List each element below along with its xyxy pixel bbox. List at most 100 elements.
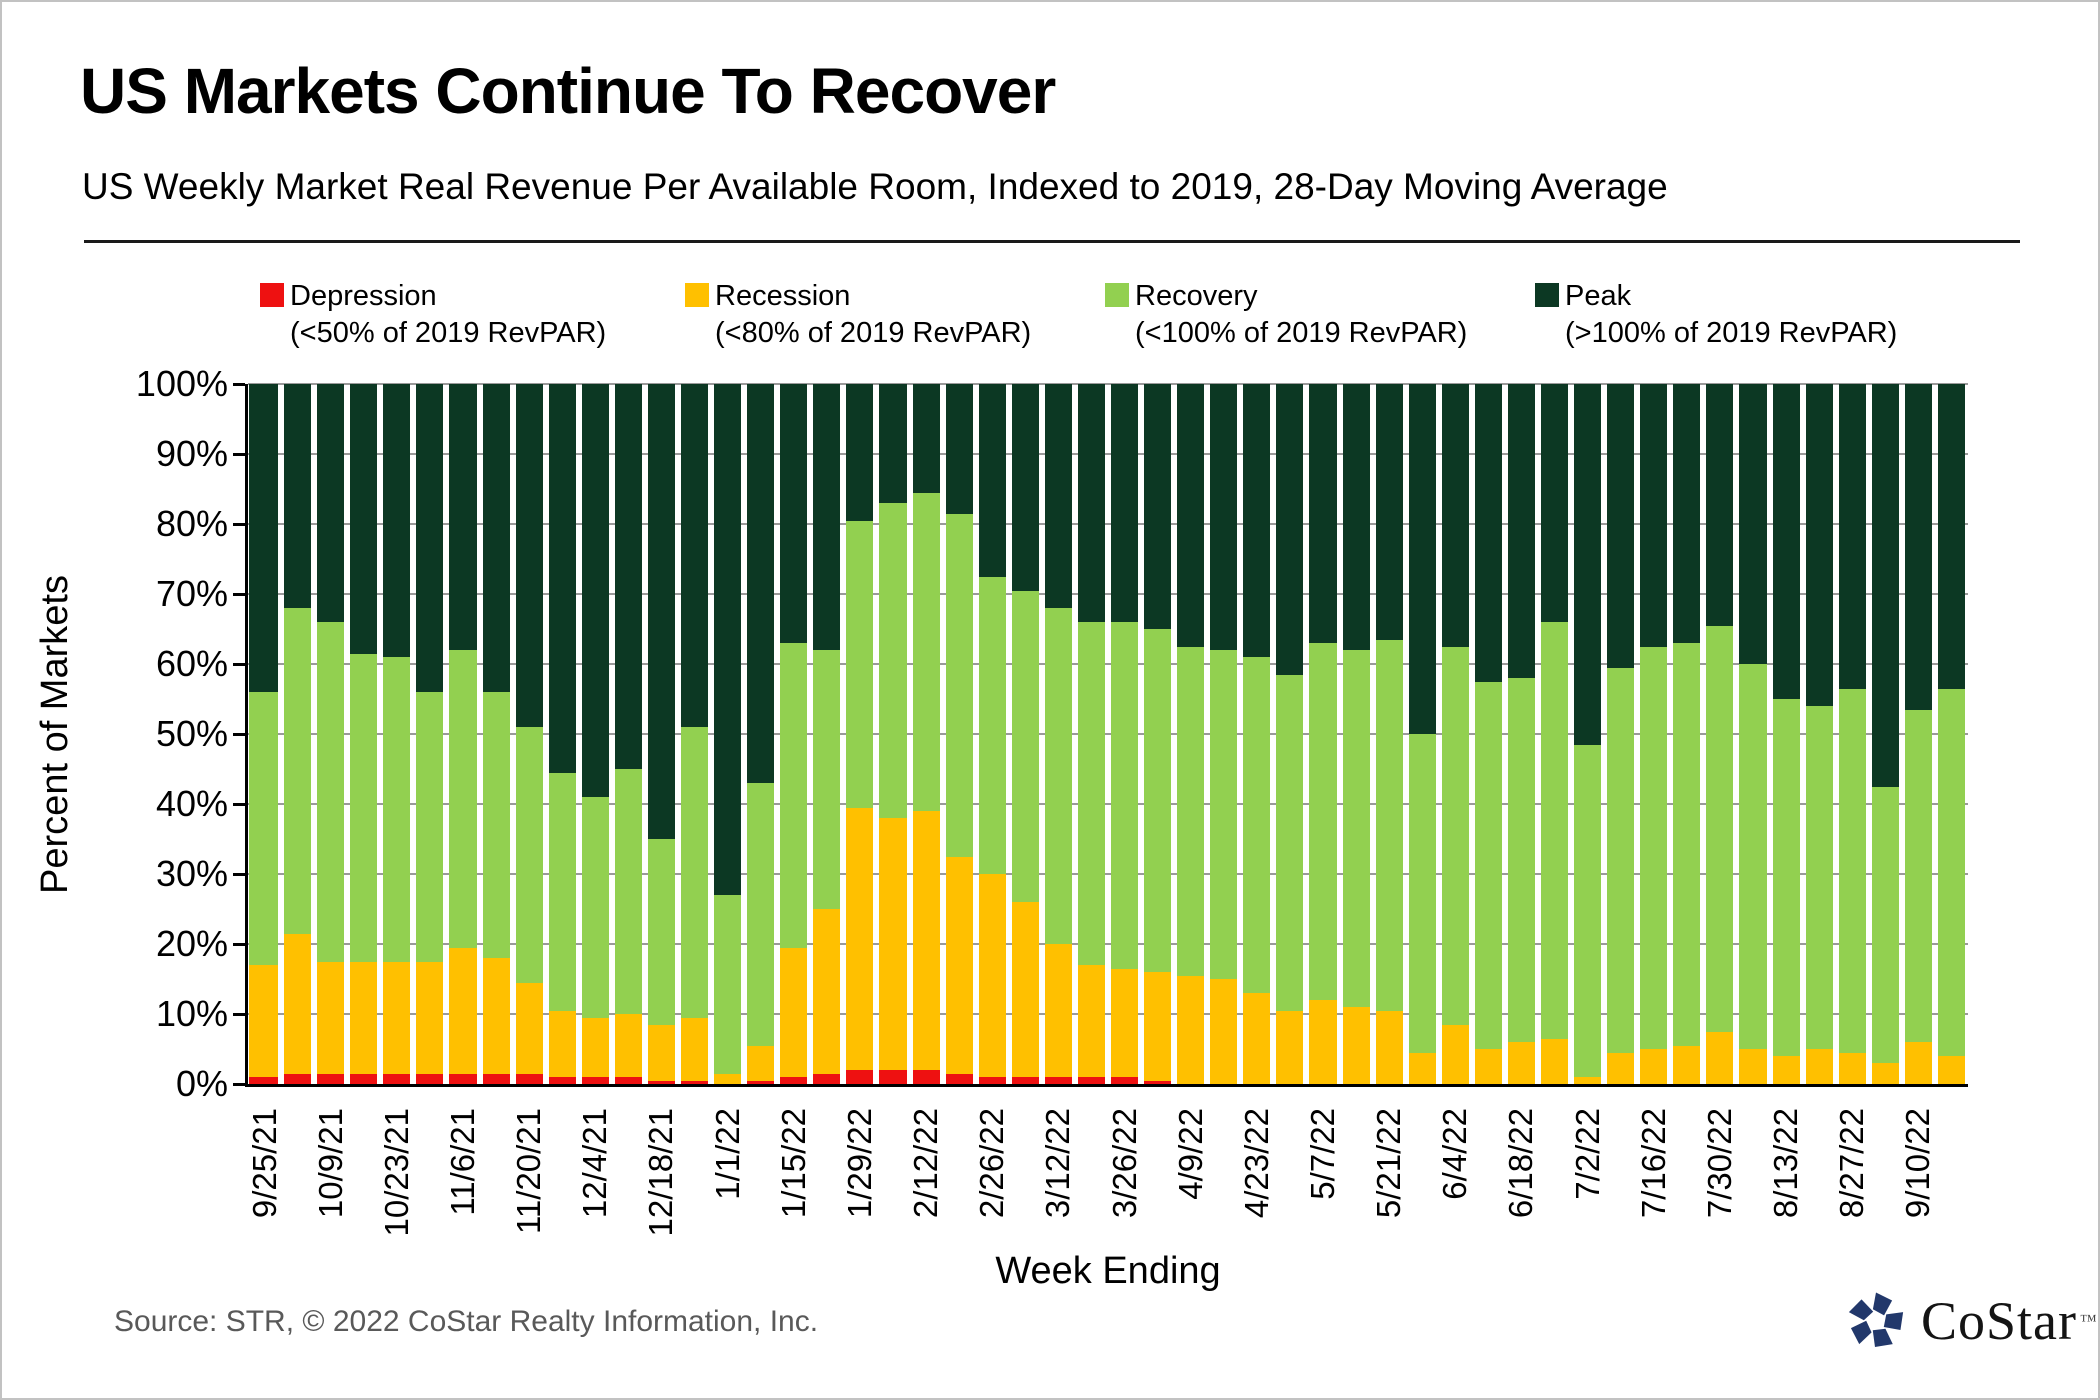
bar-12/25/21	[681, 384, 709, 1084]
depression-segment	[912, 1070, 940, 1084]
recession-segment	[350, 961, 378, 1074]
legend-item-recession: Recession (<80% of 2019 RevPAR)	[685, 278, 1031, 352]
recovery-segment	[1772, 699, 1800, 1056]
depression-swatch-icon	[260, 283, 284, 307]
bar-4/9/22	[1177, 384, 1205, 1084]
bar-4/23/22	[1243, 384, 1271, 1084]
depression-segment	[1077, 1077, 1105, 1084]
bar-5/21/22	[1375, 384, 1403, 1084]
bar-9/10/22	[1904, 384, 1932, 1084]
recovery-segment	[1309, 643, 1337, 1000]
depression-segment	[1011, 1077, 1039, 1084]
gridline	[248, 383, 1968, 385]
peak-segment	[1574, 384, 1602, 745]
recovery-segment	[1507, 678, 1535, 1042]
depression-segment	[681, 1080, 709, 1084]
recovery-segment	[1838, 688, 1866, 1053]
depression-segment	[515, 1073, 543, 1084]
legend-label: Peak	[1565, 280, 1632, 312]
recovery-segment	[1904, 709, 1932, 1042]
recession-segment	[846, 807, 874, 1070]
depression-segment	[284, 1073, 312, 1084]
recovery-segment	[284, 608, 312, 934]
legend-item-peak: Peak (>100% of 2019 RevPAR)	[1535, 278, 1897, 352]
bar-10/2/21	[284, 384, 312, 1084]
recession-segment	[1044, 944, 1072, 1077]
depression-segment	[780, 1077, 808, 1084]
x-axis-label: 4/23/22	[1237, 1108, 1275, 1219]
recovery-segment	[780, 643, 808, 948]
x-axis-label: 12/18/21	[642, 1108, 680, 1237]
bar-5/14/22	[1342, 384, 1370, 1084]
recession-segment	[482, 958, 510, 1074]
recovery-segment	[614, 769, 642, 1014]
peak-segment	[1937, 384, 1965, 689]
bar-4/30/22	[1276, 384, 1304, 1084]
peak-segment	[1276, 384, 1304, 675]
x-axis-label: 1/15/22	[774, 1108, 812, 1219]
recession-segment	[1276, 1010, 1304, 1084]
peak-segment	[1507, 384, 1535, 678]
peak-segment	[1640, 384, 1668, 647]
depression-segment	[317, 1073, 345, 1084]
recovery-segment	[1144, 629, 1172, 972]
bar-1/22/22	[813, 384, 841, 1084]
legend-label: Recovery	[1135, 280, 1258, 312]
peak-segment	[548, 384, 576, 773]
y-axis-label: 100%	[135, 363, 228, 404]
bar-1/8/22	[747, 384, 775, 1084]
recession-swatch-icon	[685, 283, 709, 307]
depression-segment	[978, 1077, 1006, 1084]
recession-segment	[383, 961, 411, 1074]
bar-10/30/21	[416, 384, 444, 1084]
costar-logo-text: CoStar	[1921, 1291, 2078, 1351]
recovery-segment	[1342, 650, 1370, 1007]
recession-segment	[747, 1045, 775, 1081]
y-axis-label: 70%	[155, 573, 228, 614]
recovery-segment	[1937, 688, 1965, 1056]
peak-segment	[383, 384, 411, 657]
y-axis-label: 60%	[155, 643, 228, 684]
recovery-segment	[1177, 646, 1205, 976]
gridline	[248, 803, 1968, 805]
bar-10/9/21	[317, 384, 345, 1084]
recovery-segment	[581, 797, 609, 1018]
recovery-segment	[978, 576, 1006, 874]
recession-segment	[1673, 1045, 1701, 1084]
gridline	[248, 733, 1968, 735]
x-axis-line	[245, 1084, 1968, 1087]
recession-segment	[813, 909, 841, 1074]
recession-segment	[416, 961, 444, 1074]
legend: Depression (<50% of 2019 RevPAR) Recessi…	[2, 278, 2098, 378]
recession-segment	[1177, 975, 1205, 1084]
recovery-segment	[747, 783, 775, 1046]
peak-segment	[1474, 384, 1502, 682]
recovery-segment	[1011, 590, 1039, 902]
y-axis-label: 50%	[155, 713, 228, 754]
recession-segment	[780, 947, 808, 1077]
x-axis-label: 10/9/21	[311, 1108, 349, 1219]
depression-segment	[747, 1080, 775, 1084]
legend-label: Recession	[715, 280, 851, 312]
y-axis-tick	[233, 593, 245, 596]
gridline	[248, 453, 1968, 455]
recovery-segment	[482, 692, 510, 958]
recovery-segment	[1706, 625, 1734, 1032]
bar-7/9/22	[1607, 384, 1635, 1084]
bar-1/15/22	[780, 384, 808, 1084]
bar-7/16/22	[1640, 384, 1668, 1084]
x-axis-label: 6/4/22	[1436, 1108, 1474, 1200]
bar-12/11/21	[614, 384, 642, 1084]
y-axis-label: 90%	[155, 433, 228, 474]
peak-segment	[317, 384, 345, 622]
recovery-segment	[813, 650, 841, 909]
page-subtitle: US Weekly Market Real Revenue Per Availa…	[82, 166, 1668, 207]
recession-segment	[581, 1017, 609, 1077]
gridline	[248, 943, 1968, 945]
depression-segment	[1044, 1077, 1072, 1084]
recovery-segment	[879, 503, 907, 818]
gridline	[248, 593, 1968, 595]
recovery-segment	[1640, 646, 1668, 1049]
bar-2/12/22	[912, 384, 940, 1084]
depression-segment	[647, 1080, 675, 1084]
